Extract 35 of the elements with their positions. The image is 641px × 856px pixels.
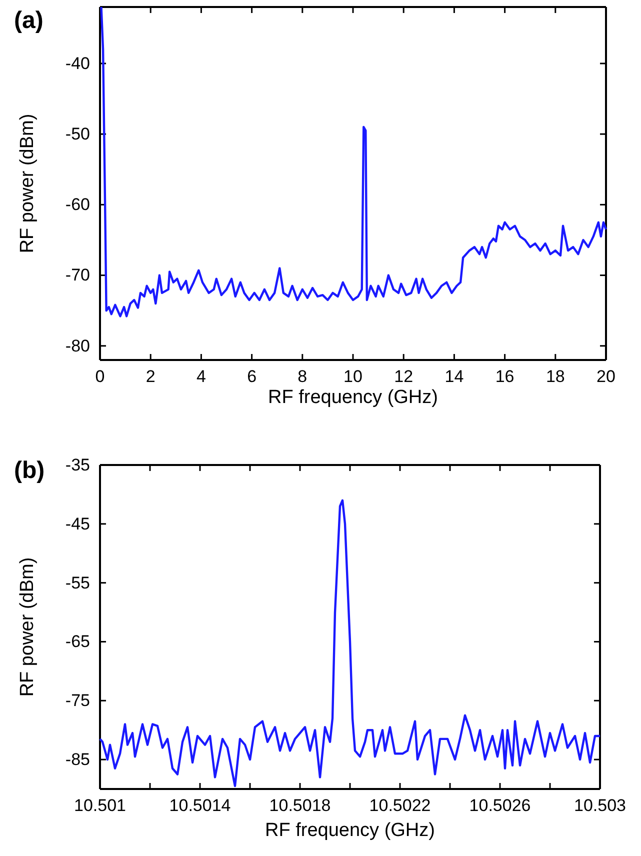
y-tick-label: -75 [65, 691, 90, 710]
y-tick-label: -80 [65, 336, 90, 356]
x-tick-label: 10.5022 [369, 796, 431, 816]
y-tick-label: -65 [65, 632, 90, 652]
chart-title: (a) [14, 7, 44, 34]
y-tick-label: -70 [65, 266, 90, 285]
x-axis-title: RF frequency (GHz) [268, 387, 438, 408]
x-tick-label: 16 [495, 367, 514, 386]
chart-title: (b) [14, 457, 45, 484]
x-tick-label: 4 [196, 367, 206, 386]
y-tick-label: -40 [65, 54, 90, 73]
y-tick-label: -60 [65, 195, 90, 214]
y-tick-label: -55 [65, 573, 90, 592]
x-tick-label: 10.501 [74, 796, 126, 816]
x-tick-label: 10.5026 [469, 796, 531, 816]
x-tick-label: 10.5018 [269, 796, 331, 816]
y-tick-label: -50 [65, 124, 90, 144]
y-tick-label: -35 [65, 455, 90, 474]
x-tick-label: 14 [444, 367, 464, 386]
x-tick-label: 0 [95, 367, 105, 386]
x-tick-label: 6 [247, 367, 257, 386]
x-tick-label: 18 [546, 367, 565, 386]
x-axis-title: RF frequency (GHz) [265, 820, 435, 841]
y-tick-label: -45 [65, 514, 90, 534]
x-tick-label: 20 [596, 367, 616, 386]
x-tick-label: 2 [146, 367, 156, 386]
y-axis-title: RF power (dBm) [17, 114, 38, 254]
x-tick-label: 10.5014 [169, 796, 231, 816]
x-tick-label: 10 [344, 367, 362, 386]
x-tick-label: 10.503 [574, 796, 626, 816]
line-series [98, 499, 602, 788]
y-axis-title: RF power (dBm) [17, 557, 38, 697]
y-tick-label: -85 [65, 750, 90, 769]
x-tick-label: 12 [394, 367, 414, 386]
x-tick-label: 8 [298, 367, 308, 386]
